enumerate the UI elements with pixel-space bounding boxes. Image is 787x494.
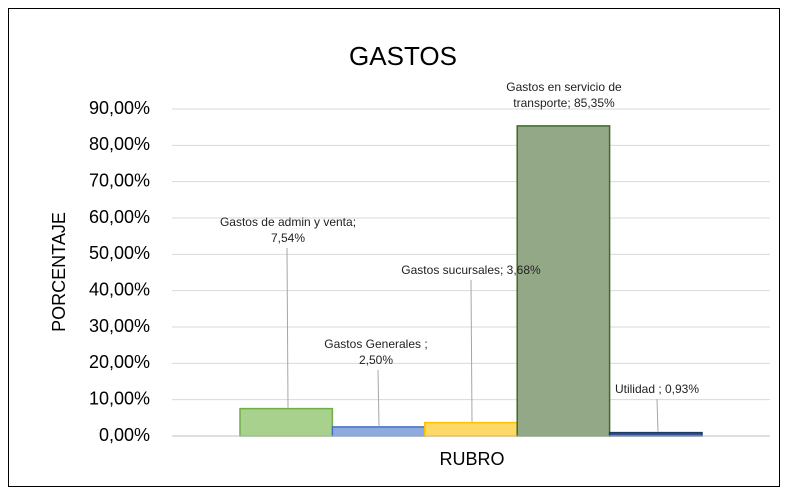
y-tick-label: 90,00%: [89, 98, 150, 118]
bar: [516, 125, 611, 437]
chart-border: [8, 8, 780, 487]
chart-title: GASTOS: [349, 41, 457, 71]
data-label: Gastos Generales ; 2,50%: [324, 337, 428, 367]
bar: [424, 421, 518, 437]
data-label: Gastos de admin y venta; 7,54%: [219, 215, 357, 245]
y-tick-label: 40,00%: [89, 279, 150, 299]
leader-line: [286, 247, 289, 408]
y-tick-label: 70,00%: [89, 170, 150, 190]
leader-line: [656, 398, 659, 432]
y-tick-label: 0,00%: [99, 425, 150, 445]
data-label: Gastos sucursales; 3,68%: [401, 263, 541, 277]
leader-line: [470, 279, 473, 422]
data-label: Gastos en servicio de transporte; 85,35%: [506, 80, 622, 110]
y-tick-label: 20,00%: [89, 352, 150, 372]
bar: [608, 431, 703, 437]
bar: [239, 407, 334, 437]
leader-line: [377, 369, 380, 426]
y-tick-label: 10,00%: [89, 388, 150, 408]
y-tick-label: 80,00%: [89, 134, 150, 154]
data-label: Utilidad ; 0,93%: [614, 382, 700, 396]
bar: [331, 426, 426, 437]
y-axis-title: PORCENTAJE: [49, 212, 69, 332]
y-tick-label: 30,00%: [89, 316, 150, 336]
y-tick-label: 60,00%: [89, 207, 150, 227]
x-axis-title: RUBRO: [439, 449, 504, 469]
y-tick-label: 50,00%: [89, 243, 150, 263]
